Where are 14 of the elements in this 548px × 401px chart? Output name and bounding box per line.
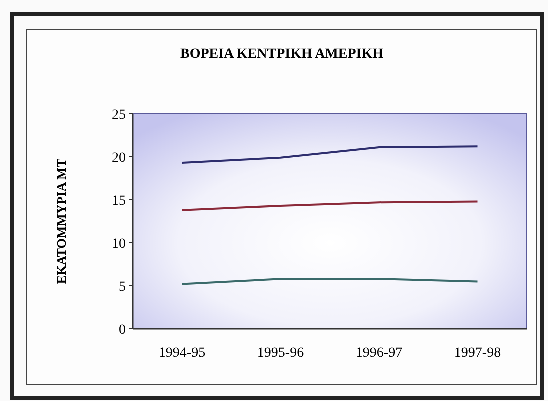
y-tick-label: 10 (112, 236, 126, 252)
line-series (181, 146, 479, 164)
y-axis-title: ΕΚΑΤΟΜΜΥΡΙΑ ΜΤ (54, 158, 69, 284)
y-tick-label: 0 (119, 322, 126, 338)
y-tick-label: 5 (119, 280, 126, 295)
y-tick-label: 20 (112, 150, 126, 166)
chart-title: ΒΟΡΕΙΑ ΚΕΝΤΡΙΚΗ ΑΜΕΡΙΚΗ (180, 47, 384, 62)
line-series (181, 200, 479, 212)
x-tick-label: 1994-95 (158, 346, 206, 361)
x-tick-label: 1997-98 (454, 346, 502, 361)
x-tick-label: 1996-97 (356, 346, 403, 361)
y-tick-label: 15 (112, 194, 126, 209)
y-tick-label: 25 (112, 108, 126, 123)
x-tick-label: 1995-96 (257, 346, 304, 361)
